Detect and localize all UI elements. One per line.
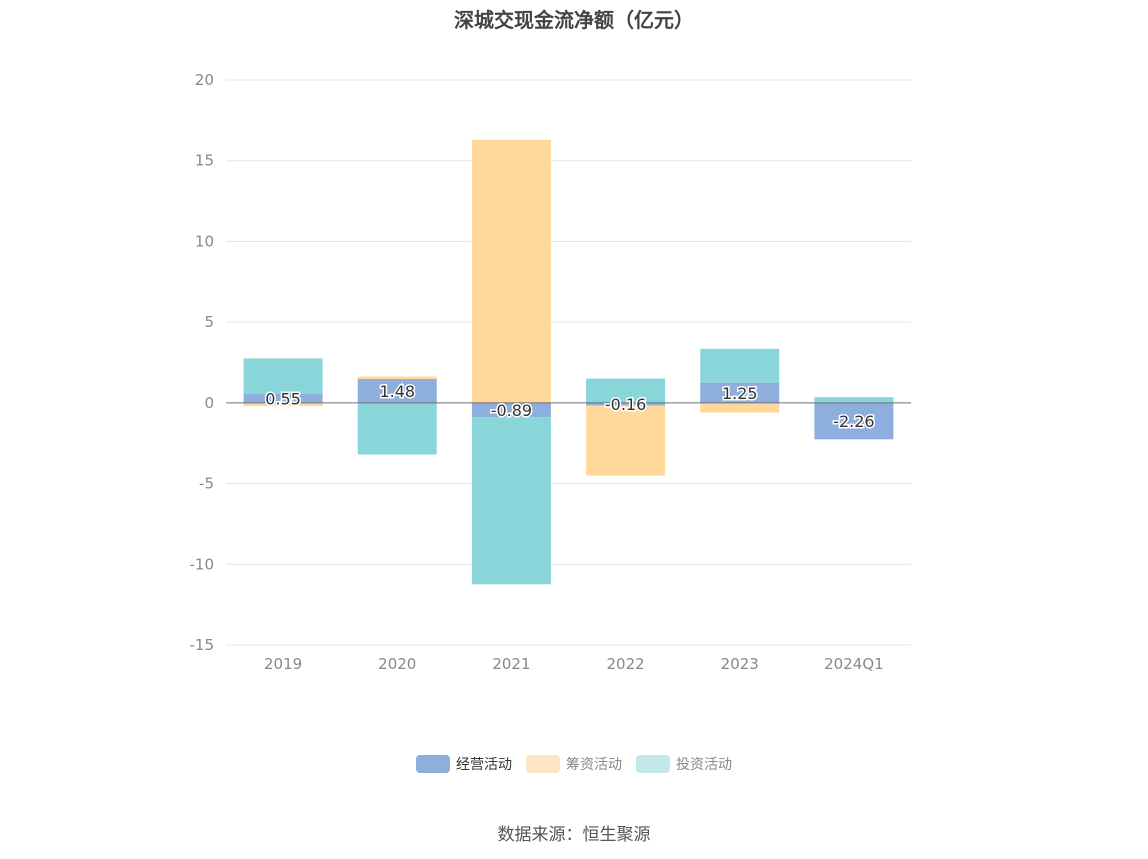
bar-segment-investing — [586, 378, 666, 403]
y-tick-label: 20 — [195, 71, 214, 89]
bars — [243, 139, 894, 585]
bar-segment-operating — [243, 393, 323, 403]
data-label: -2.26 — [833, 412, 874, 431]
bar-segment-financing — [586, 405, 666, 476]
data-label: -0.16 — [605, 395, 646, 414]
x-tick-label: 2021 — [492, 655, 530, 673]
data-label: 0.55 — [265, 389, 301, 408]
y-tick-label: -10 — [190, 555, 215, 573]
grid-lines — [226, 79, 911, 646]
legend-label-operating: 经营活动 — [456, 757, 512, 773]
x-tick-label: 2019 — [264, 655, 302, 673]
legend-item-operating[interactable]: 经营活动 — [416, 754, 512, 774]
bar-segment-operating — [814, 402, 894, 440]
bar-segment-financing — [700, 402, 780, 413]
bar-segment-investing — [471, 417, 551, 585]
source-note: 数据来源：恒生聚源 — [497, 825, 651, 845]
y-tick-label: 15 — [195, 152, 214, 170]
y-tick-label: -15 — [190, 636, 215, 654]
legend-item-financing[interactable]: 筹资活动 — [526, 754, 622, 774]
data-labels: 0.55 1.48 -0.89 -0.16 1.25 -2.26 — [264, 380, 876, 432]
x-tick-label: 2022 — [606, 655, 644, 673]
y-tick-label: -5 — [199, 475, 214, 493]
legend-swatch-investing — [636, 755, 670, 773]
y-tick-label: 0 — [204, 394, 214, 412]
bar-segment-operating — [471, 402, 551, 418]
legend: 经营活动 筹资活动 投资活动 — [0, 754, 1148, 774]
legend-swatch-financing — [526, 755, 560, 773]
y-axis-ticks: 20 15 10 5 0 -5 -10 -15 — [190, 71, 215, 654]
bar-segment-investing — [243, 358, 323, 394]
bar-segment-financing — [357, 376, 437, 379]
legend-swatch-operating — [416, 755, 450, 773]
y-tick-label: 5 — [204, 313, 214, 331]
y-tick-label: 10 — [195, 232, 214, 250]
legend-label-investing: 投资活动 — [676, 757, 732, 773]
data-label: -0.89 — [491, 401, 532, 420]
data-label: 1.25 — [722, 384, 758, 403]
x-tick-label: 2024Q1 — [824, 655, 884, 673]
data-label: 1.48 — [379, 382, 415, 401]
bar-segment-operating — [357, 378, 437, 403]
bar-segment-investing — [814, 397, 894, 403]
x-axis-ticks: 2019 2020 2021 2022 2023 2024Q1 — [264, 655, 884, 673]
legend-label-financing: 筹资活动 — [566, 757, 622, 773]
legend-item-investing[interactable]: 投资活动 — [636, 754, 732, 774]
bar-segment-operating — [700, 382, 780, 403]
x-tick-label: 2020 — [378, 655, 416, 673]
chart-title: 深城交现金流净额（亿元） — [454, 8, 694, 32]
bar-segment-operating — [586, 402, 666, 406]
x-tick-label: 2023 — [721, 655, 759, 673]
bar-segment-investing — [700, 348, 780, 383]
bar-segment-financing — [243, 402, 323, 407]
bar-segment-financing — [471, 139, 551, 403]
bar-segment-investing — [357, 402, 437, 455]
